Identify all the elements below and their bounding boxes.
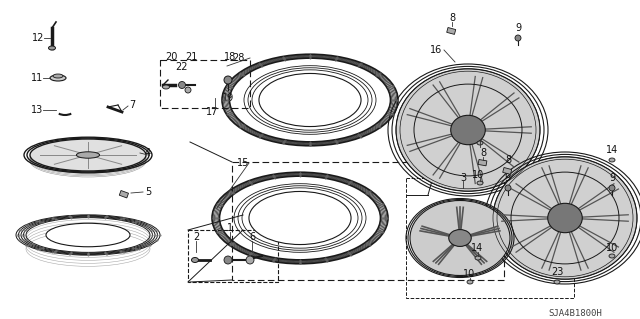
Text: 16: 16 xyxy=(430,45,442,55)
Text: 9: 9 xyxy=(504,173,510,183)
Bar xyxy=(406,178,574,298)
Text: 9: 9 xyxy=(609,173,615,183)
Text: 12: 12 xyxy=(32,33,44,43)
Ellipse shape xyxy=(609,158,615,162)
Ellipse shape xyxy=(53,74,63,78)
Text: 17: 17 xyxy=(206,107,218,117)
Ellipse shape xyxy=(249,191,351,245)
Text: 14: 14 xyxy=(472,128,484,138)
Text: 14: 14 xyxy=(471,243,483,253)
Ellipse shape xyxy=(396,69,540,191)
Text: 10: 10 xyxy=(472,170,484,180)
Ellipse shape xyxy=(46,223,130,247)
Text: 3: 3 xyxy=(460,173,466,183)
Text: 9: 9 xyxy=(515,23,521,33)
Circle shape xyxy=(224,256,232,264)
Text: 19: 19 xyxy=(222,93,234,103)
Ellipse shape xyxy=(475,256,481,260)
Circle shape xyxy=(609,185,615,191)
Bar xyxy=(119,190,129,198)
Ellipse shape xyxy=(609,254,615,258)
Ellipse shape xyxy=(50,75,66,81)
Ellipse shape xyxy=(191,257,198,263)
Text: 8: 8 xyxy=(480,148,486,158)
Text: 2: 2 xyxy=(193,232,199,242)
Bar xyxy=(502,167,512,174)
Text: 14: 14 xyxy=(606,145,618,155)
Circle shape xyxy=(179,81,186,88)
Text: 22: 22 xyxy=(175,62,188,72)
Text: 21: 21 xyxy=(185,52,197,62)
Circle shape xyxy=(505,185,511,191)
Circle shape xyxy=(185,87,191,93)
Ellipse shape xyxy=(451,115,485,145)
Ellipse shape xyxy=(493,157,637,279)
Ellipse shape xyxy=(30,139,146,171)
Ellipse shape xyxy=(49,46,56,50)
Text: 8: 8 xyxy=(505,155,511,165)
Text: 7: 7 xyxy=(129,100,135,110)
Bar xyxy=(447,27,456,34)
Ellipse shape xyxy=(259,73,361,127)
Text: 18: 18 xyxy=(224,52,236,62)
Text: 10: 10 xyxy=(606,243,618,253)
Text: 10: 10 xyxy=(463,269,475,279)
Text: 6: 6 xyxy=(249,232,255,242)
Bar xyxy=(232,162,504,280)
Ellipse shape xyxy=(449,230,471,247)
Bar xyxy=(160,60,250,108)
Ellipse shape xyxy=(477,141,483,145)
Text: 11: 11 xyxy=(31,73,43,83)
Bar xyxy=(188,230,278,282)
Ellipse shape xyxy=(76,152,100,158)
Circle shape xyxy=(515,35,521,41)
Bar xyxy=(478,160,487,166)
Circle shape xyxy=(246,256,254,264)
Circle shape xyxy=(224,76,232,84)
Text: 13: 13 xyxy=(31,105,43,115)
Ellipse shape xyxy=(554,280,560,284)
Text: 1: 1 xyxy=(227,223,233,233)
Text: 23: 23 xyxy=(551,267,563,277)
Text: SJA4B1800H: SJA4B1800H xyxy=(548,308,602,317)
Text: 15: 15 xyxy=(237,158,249,168)
Text: 8: 8 xyxy=(449,13,455,23)
Ellipse shape xyxy=(467,280,473,284)
Ellipse shape xyxy=(163,85,170,89)
Text: 20: 20 xyxy=(165,52,177,62)
Ellipse shape xyxy=(548,203,582,233)
Text: 4: 4 xyxy=(145,148,151,158)
Ellipse shape xyxy=(477,181,483,185)
Text: 5: 5 xyxy=(145,187,151,197)
Text: 28: 28 xyxy=(232,53,244,63)
Ellipse shape xyxy=(410,201,510,276)
